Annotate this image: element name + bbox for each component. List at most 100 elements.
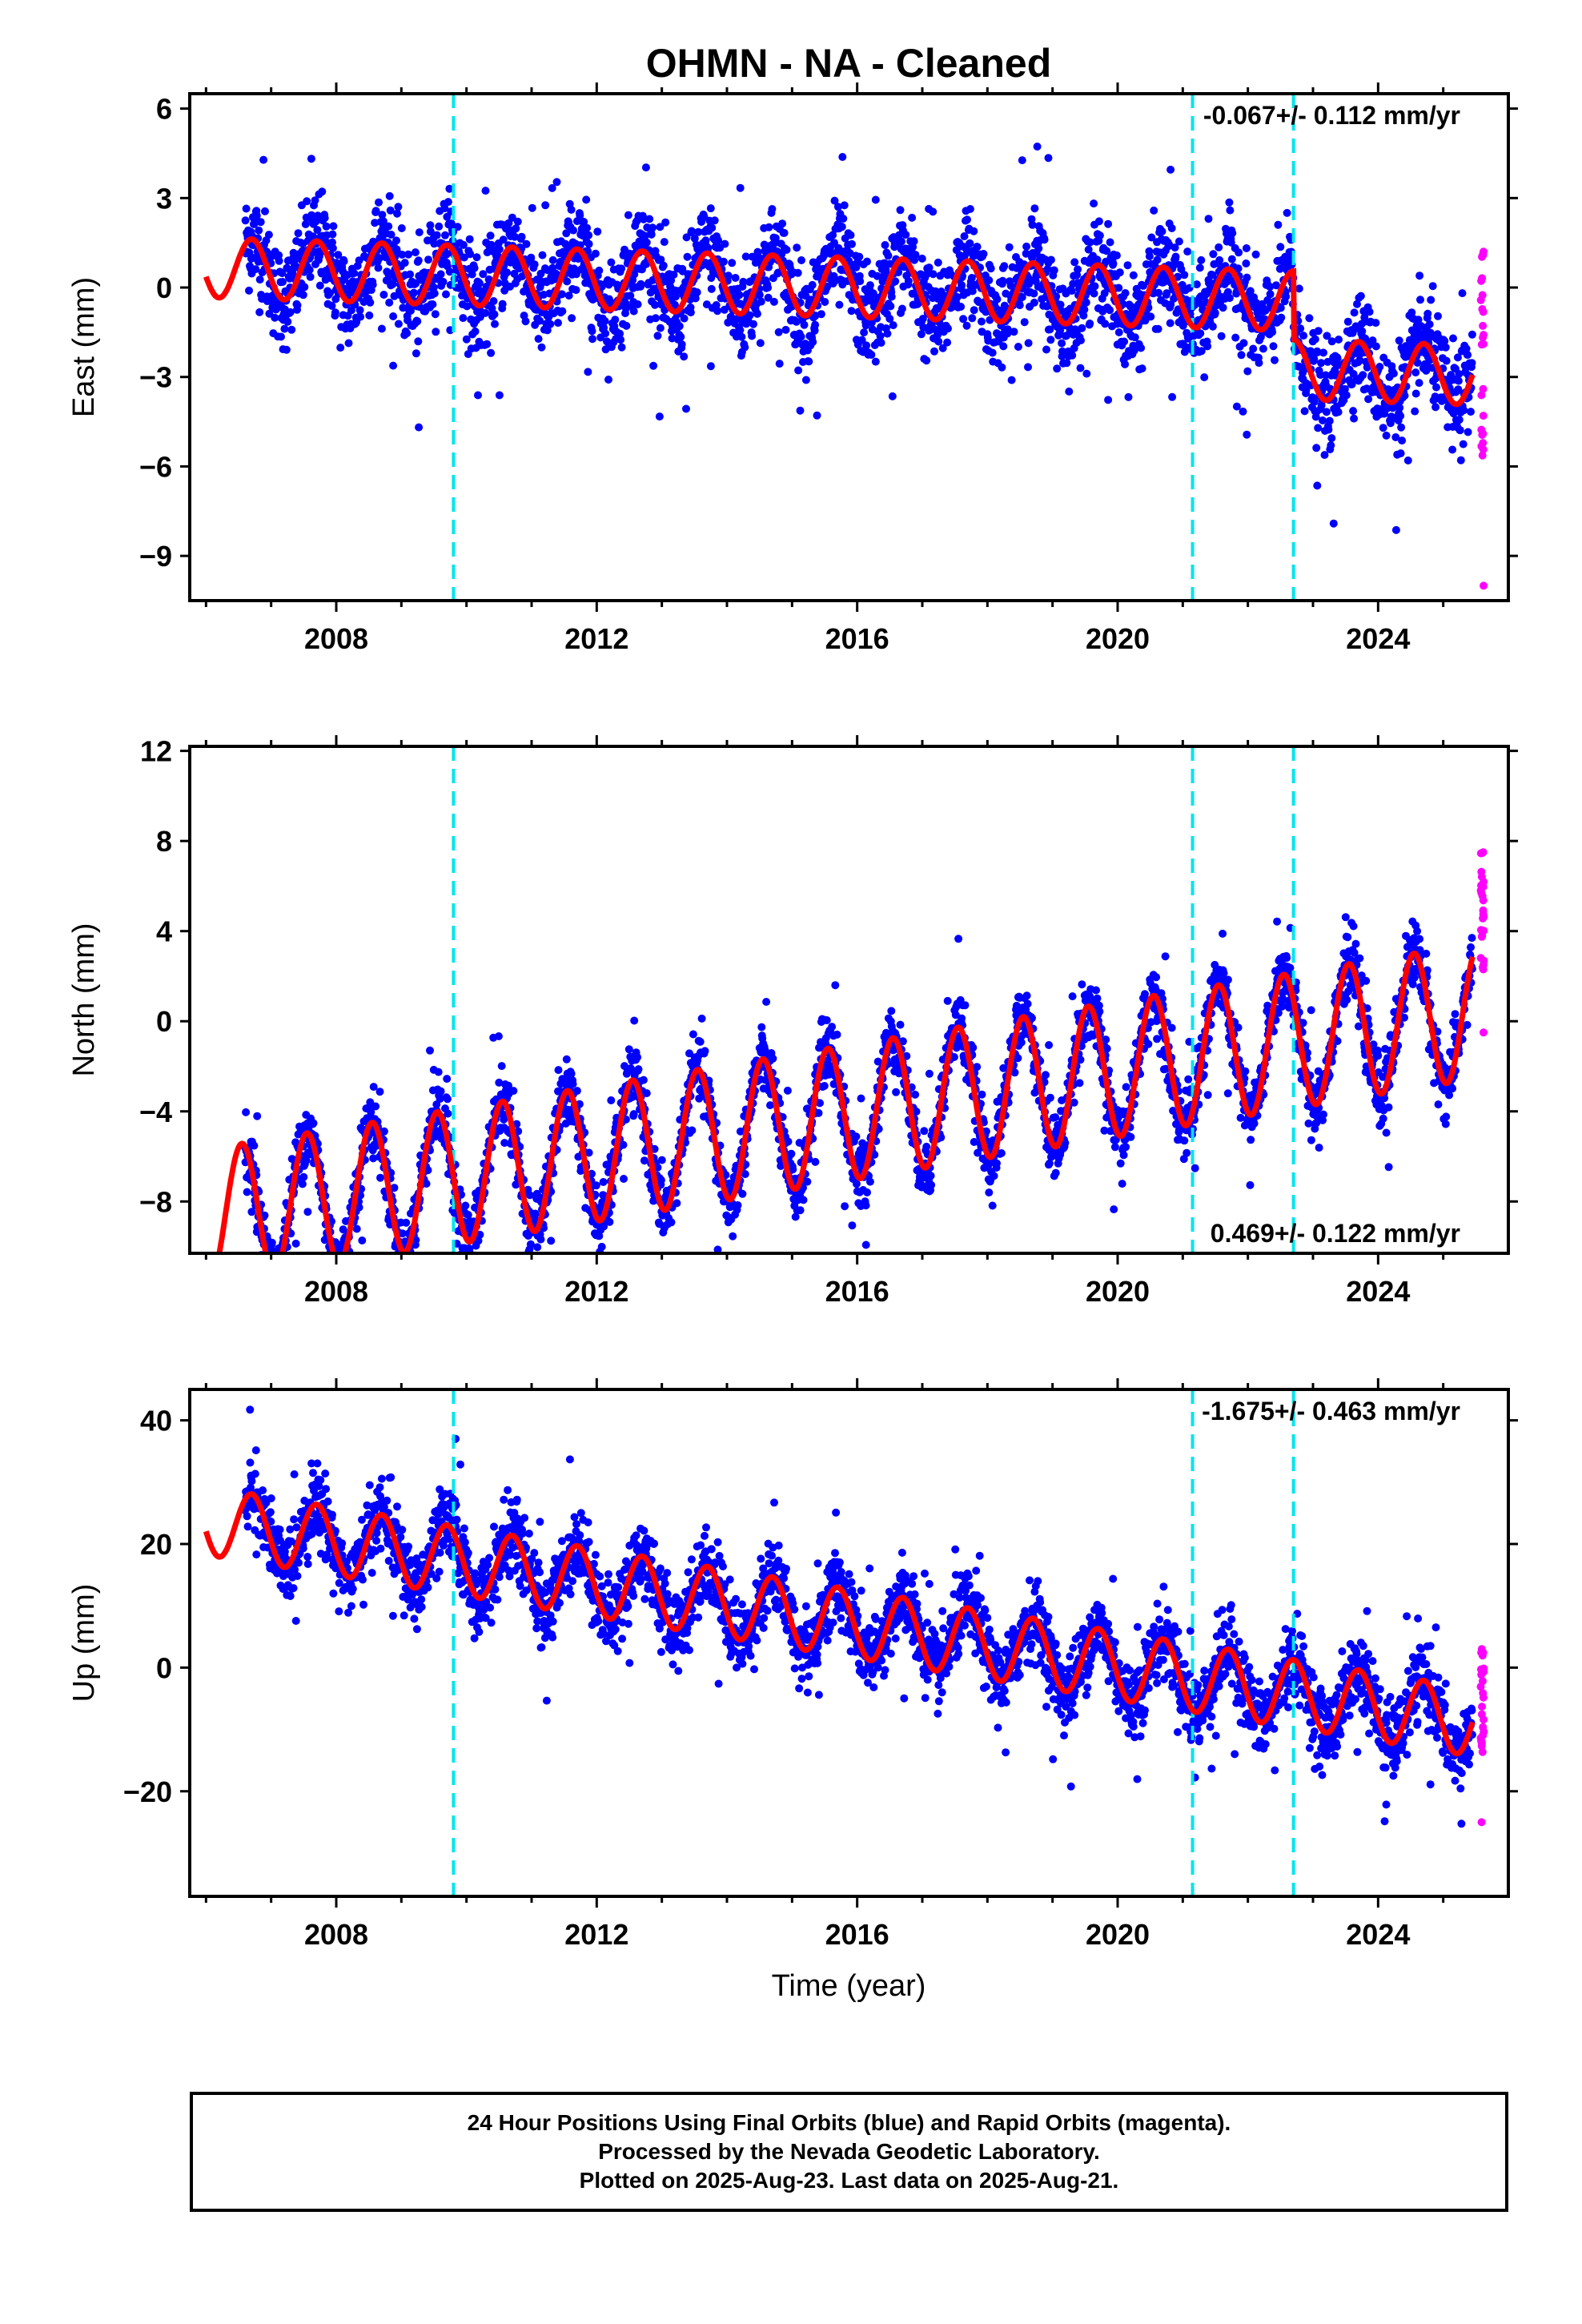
- data-point: [406, 270, 415, 279]
- data-point: [525, 1191, 534, 1200]
- data-point: [998, 363, 1006, 372]
- data-point: [263, 1263, 271, 1271]
- data-point: [1115, 268, 1124, 277]
- data-point: [242, 1108, 251, 1116]
- data-point: [576, 211, 584, 219]
- data-point: [1282, 292, 1291, 301]
- data-point: [835, 300, 844, 309]
- outlier-point: [548, 183, 556, 192]
- data-point: [1379, 424, 1387, 432]
- data-point: [601, 329, 610, 338]
- data-point: [839, 215, 848, 223]
- data-point: [1343, 317, 1352, 326]
- data-point: [1102, 247, 1111, 255]
- data-point: [1462, 344, 1471, 353]
- data-point: [1082, 298, 1090, 307]
- data-point: [624, 1045, 633, 1054]
- data-point: [487, 240, 496, 249]
- data-point: [1209, 250, 1218, 259]
- data-point: [500, 1115, 508, 1124]
- data-point: [820, 1082, 829, 1090]
- data-point: [1203, 342, 1212, 351]
- data-point: [645, 215, 654, 223]
- data-point: [375, 254, 383, 263]
- data-point: [533, 1243, 542, 1252]
- data-point: [803, 1177, 812, 1186]
- data-point: [376, 1173, 384, 1182]
- data-point: [856, 277, 865, 286]
- data-point: [434, 1068, 443, 1076]
- data-point: [503, 268, 512, 277]
- data-point: [375, 198, 383, 207]
- data-point: [530, 260, 539, 269]
- data-point: [701, 1047, 709, 1055]
- data-point: [938, 344, 947, 352]
- data-point: [1094, 217, 1103, 226]
- data-point: [1397, 423, 1406, 432]
- data-point: [487, 348, 496, 357]
- data-point: [881, 241, 889, 249]
- data-point: [347, 1254, 355, 1262]
- data-point: [1242, 244, 1251, 252]
- data-point: [762, 998, 771, 1006]
- rapid-point: [1479, 445, 1488, 454]
- data-point: [667, 1218, 676, 1227]
- data-point: [271, 1281, 279, 1289]
- data-point: [513, 217, 522, 226]
- data-point: [911, 251, 920, 259]
- data-point: [584, 239, 593, 248]
- data-point: [861, 1201, 870, 1210]
- data-point: [390, 1184, 399, 1192]
- data-point: [463, 302, 472, 311]
- data-point: [1077, 336, 1085, 344]
- data-point: [689, 1030, 697, 1039]
- data-point: [741, 343, 749, 352]
- data-point: [934, 337, 943, 346]
- outlier-point: [1232, 402, 1241, 411]
- data-point: [1215, 255, 1224, 264]
- data-point: [1067, 287, 1076, 296]
- data-point: [1158, 227, 1166, 235]
- data-point: [1106, 306, 1114, 315]
- data-point: [1456, 426, 1464, 435]
- data-point: [1197, 347, 1206, 356]
- data-point: [409, 288, 418, 297]
- data-point: [269, 1265, 277, 1273]
- data-point: [342, 1256, 350, 1264]
- y-tick-label: 6: [156, 93, 172, 126]
- data-point: [267, 1267, 275, 1275]
- data-point: [633, 1053, 642, 1062]
- outlier-point: [838, 153, 847, 161]
- data-point: [855, 252, 864, 261]
- data-point: [852, 1132, 861, 1141]
- data-point: [897, 304, 906, 313]
- data-point: [686, 308, 695, 317]
- data-point: [1162, 289, 1171, 298]
- data-point: [379, 291, 388, 299]
- data-point: [653, 1163, 662, 1172]
- data-point: [1454, 376, 1463, 385]
- data-point: [988, 348, 997, 357]
- data-point: [1095, 231, 1104, 240]
- data-point: [1300, 407, 1309, 416]
- data-point: [761, 1076, 770, 1084]
- rapid-point: [1479, 412, 1488, 420]
- data-point: [639, 1076, 648, 1084]
- data-point: [424, 255, 432, 264]
- data-point: [769, 1054, 777, 1063]
- data-point: [1137, 344, 1146, 352]
- data-point: [1349, 407, 1358, 416]
- data-point: [393, 209, 401, 218]
- data-point: [993, 295, 1002, 304]
- data-point: [690, 234, 699, 243]
- data-point: [1160, 277, 1169, 286]
- data-point: [286, 308, 295, 316]
- data-point: [1395, 404, 1404, 412]
- data-point: [778, 219, 787, 228]
- data-point: [538, 251, 547, 259]
- data-point: [671, 292, 680, 301]
- data-point: [344, 1256, 352, 1264]
- data-point: [1228, 229, 1237, 238]
- data-point: [371, 219, 379, 227]
- data-point: [1166, 319, 1174, 328]
